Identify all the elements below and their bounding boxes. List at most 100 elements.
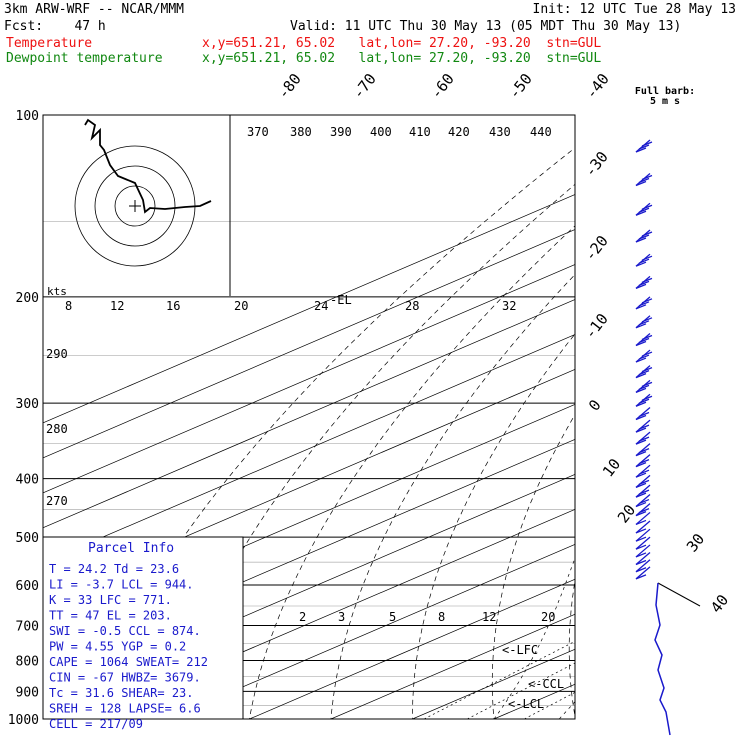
valid-time: Valid: 11 UTC Thu 30 May 13 (05 MDT Thu … (290, 19, 682, 34)
wind-barb (635, 536, 651, 550)
hodograph-ring-label: 20 (234, 299, 248, 313)
isotherm (43, 369, 575, 599)
dry-adiabat-label: 290 (46, 347, 68, 361)
wind-barb (635, 551, 651, 566)
pressure-label: 300 (16, 397, 39, 412)
isotherm-label: -50 (505, 70, 536, 102)
wind-barb (635, 443, 651, 457)
dry-adiabat-label: 280 (46, 422, 68, 436)
isotherm-label: -30 (581, 148, 612, 180)
hodograph-ring-label: 8 (65, 299, 72, 313)
wind-barb (635, 419, 651, 433)
wind-barb (635, 464, 651, 478)
wind-barb (635, 520, 651, 534)
isotherm-label: -20 (581, 232, 612, 264)
wind-barb (635, 511, 651, 526)
isotherm-label: 40 (707, 591, 732, 616)
wind-barb (635, 173, 653, 187)
hodograph-center (129, 200, 141, 212)
dry-adiabat (249, 225, 575, 719)
legend-temperature-info: x,y=651.21, 65.02 lat,lon= 27.20, -93.20… (202, 36, 602, 51)
theta-label: 430 (489, 125, 511, 139)
theta-label: 390 (330, 125, 352, 139)
hodograph-ring (114, 185, 156, 227)
wind-barb (635, 474, 651, 488)
isotherm (249, 578, 575, 719)
theta-label: 400 (370, 125, 392, 139)
wind-barb (635, 379, 653, 393)
isotherm (43, 229, 575, 459)
barb-legend-title: Full barb: (635, 86, 695, 97)
isotherm (576, 115, 740, 719)
init-time: Init: 12 UTC Tue 28 May 13 (532, 2, 737, 17)
ccl-marker: <-CCL (528, 677, 564, 691)
theta-label: 410 (409, 125, 431, 139)
hodograph-ring (94, 165, 176, 247)
mixing-ratio-label: 2 (299, 610, 306, 624)
isotherm (43, 299, 575, 529)
temperature-trace (691, 115, 740, 719)
parcel-info-row: CELL = 217/09 (49, 717, 143, 731)
isotherm (43, 334, 575, 564)
parcel-info-row: LI = -3.7 LCL = 944. (49, 578, 194, 592)
dry-adiabat-label: 270 (46, 494, 68, 508)
wind-barb (635, 431, 651, 445)
hodograph-ring-label: 28 (405, 299, 419, 313)
pressure-label: 400 (16, 473, 39, 488)
wind-barb (635, 503, 651, 517)
isotherm-label: 0 (585, 396, 605, 414)
el-marker: -EL (330, 293, 352, 307)
parcel-info-box (42, 536, 244, 720)
wind-barb (635, 202, 653, 216)
pressure-label: 800 (16, 654, 39, 669)
theta-label: 440 (530, 125, 552, 139)
hodograph-ring-label: 32 (502, 299, 516, 313)
wind-barb (635, 559, 651, 573)
parcel-info-row: SWI = -0.5 CCL = 874. (49, 624, 201, 638)
wind-barb (635, 332, 653, 347)
isotherm-label: -60 (427, 70, 458, 102)
dry-adiabat (412, 333, 575, 719)
lfc-marker: <-LFC (502, 643, 538, 657)
lcl-marker: <-LCL (508, 697, 544, 711)
theta-label: 370 (247, 125, 269, 139)
hodograph-ring-label: 24 (314, 299, 328, 313)
isotherm (657, 115, 740, 719)
wind-barb (635, 484, 651, 498)
wind-barb (635, 528, 651, 542)
wind-barb (635, 494, 651, 508)
model-title: 3km ARW-WRF -- NCAR/MMM (4, 2, 185, 17)
parcel-info-row: PW = 4.55 YGP = 0.2 (49, 640, 186, 654)
isotherm-label: 10 (599, 455, 624, 480)
hodograph-ring-label: 16 (166, 299, 180, 313)
parcel-info-row: T = 24.2 Td = 23.6 (49, 562, 179, 576)
wind-barb (635, 544, 651, 558)
wind-barb (635, 296, 653, 310)
isotherm-label: -70 (349, 70, 380, 102)
isotherm-label: -10 (581, 310, 612, 342)
isotherm (43, 264, 575, 494)
wind-barb (635, 393, 653, 407)
wind-barb (635, 407, 651, 421)
isotherm (86, 508, 575, 719)
wind-barb (635, 275, 653, 289)
legend-dewpoint-name: Dewpoint temperature (6, 51, 163, 66)
legend-temperature-name: Temperature (6, 36, 93, 51)
pressure-label: 500 (16, 531, 39, 546)
moist-adiabat (690, 297, 740, 719)
parcel-info-row: K = 33 LFC = 771. (49, 593, 172, 607)
isotherm-label: 20 (614, 501, 639, 526)
wind-barb (635, 229, 653, 243)
wind-barb (635, 566, 651, 580)
parcel-info-row: SREH = 128 LAPSE= 6.6 (49, 702, 201, 716)
pressure-label: 200 (16, 291, 39, 306)
mixing-ratio-label: 5 (389, 610, 396, 624)
pressure-label: 600 (16, 579, 39, 594)
dry-adiabat (330, 273, 575, 719)
theta-label: 420 (448, 125, 470, 139)
isotherm (167, 543, 575, 719)
parcel-info-row: CIN = -67 HWBZ= 3679. (49, 671, 201, 685)
pressure-label: 100 (16, 109, 39, 124)
parcel-info-row: CAPE = 1064 SWEAT= 212 (49, 655, 208, 669)
low-level-barbs (654, 582, 671, 736)
